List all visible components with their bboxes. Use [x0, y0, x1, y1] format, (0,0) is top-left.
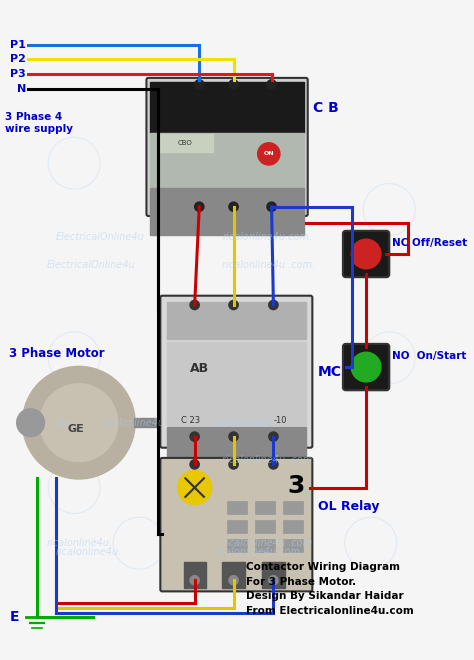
Bar — [227, 520, 247, 533]
Circle shape — [229, 300, 238, 310]
Bar — [157, 133, 213, 152]
Circle shape — [229, 202, 238, 211]
Text: MC: MC — [318, 365, 342, 379]
Text: ricalonline4u.: ricalonline4u. — [102, 418, 168, 428]
Text: ricalonline4u .com.: ricalonline4u .com. — [222, 455, 316, 465]
Circle shape — [258, 143, 280, 165]
Text: CBO: CBO — [178, 140, 193, 146]
Bar — [227, 502, 247, 514]
Circle shape — [229, 460, 238, 469]
Circle shape — [40, 383, 118, 461]
Bar — [262, 562, 284, 587]
Text: ricalonline4u.com.: ricalonline4u.com. — [222, 232, 312, 242]
Circle shape — [229, 576, 238, 585]
Circle shape — [190, 460, 199, 469]
Text: ricalonline4u .com: ricalonline4u .com — [222, 538, 312, 548]
FancyBboxPatch shape — [343, 344, 389, 390]
Bar — [167, 302, 306, 339]
Text: ElectricalOnline4u: ElectricalOnline4u — [55, 232, 145, 242]
Circle shape — [195, 202, 204, 211]
Bar — [150, 133, 304, 188]
Bar — [283, 502, 303, 514]
Text: E: E — [9, 610, 19, 624]
Text: C B: C B — [313, 100, 339, 115]
Bar — [255, 502, 275, 514]
Circle shape — [190, 300, 199, 310]
Text: P2: P2 — [10, 54, 26, 65]
Text: OL Relay: OL Relay — [318, 500, 379, 513]
Text: ricalonline4u .com.: ricalonline4u .com. — [222, 260, 316, 270]
Circle shape — [23, 367, 135, 478]
FancyBboxPatch shape — [146, 78, 308, 216]
Circle shape — [269, 300, 278, 310]
Circle shape — [269, 460, 278, 469]
Circle shape — [267, 80, 276, 89]
FancyBboxPatch shape — [160, 296, 312, 447]
Text: ON: ON — [264, 151, 274, 156]
Bar — [150, 188, 304, 234]
Circle shape — [269, 432, 278, 442]
Circle shape — [267, 202, 276, 211]
Bar — [283, 520, 303, 533]
Bar — [150, 82, 304, 133]
Text: 3 Phase 4
wire supply: 3 Phase 4 wire supply — [5, 112, 73, 134]
Circle shape — [269, 576, 278, 585]
Text: P1: P1 — [10, 40, 26, 50]
Text: -10: -10 — [273, 416, 287, 424]
Text: GE: GE — [68, 424, 84, 434]
Bar — [255, 520, 275, 533]
Text: Ele: Ele — [55, 418, 71, 428]
Circle shape — [17, 409, 45, 436]
Bar — [255, 539, 275, 552]
Bar — [135, 418, 157, 427]
Circle shape — [229, 432, 238, 442]
Circle shape — [195, 80, 204, 89]
Circle shape — [190, 432, 199, 442]
Text: P3: P3 — [10, 69, 26, 79]
Text: Contactor Wiring Diagram
For 3 Phase Motor.
Design By Sikandar Haidar
From Elect: Contactor Wiring Diagram For 3 Phase Mot… — [246, 562, 413, 616]
Circle shape — [178, 471, 211, 504]
Circle shape — [190, 576, 199, 585]
Text: ricalonline4u.: ricalonline4u. — [55, 547, 122, 558]
Bar — [167, 427, 306, 469]
Bar — [222, 562, 245, 587]
Text: ElectricalOnline4u: ElectricalOnline4u — [46, 260, 135, 270]
Bar — [283, 539, 303, 552]
Text: ricalonline4u.com: ricalonline4u.com — [213, 547, 300, 558]
Text: AB: AB — [190, 362, 209, 375]
Text: N: N — [17, 84, 26, 94]
FancyBboxPatch shape — [343, 231, 389, 277]
Text: ricalonline4u.: ricalonline4u. — [46, 538, 112, 548]
Text: NC Off/Reset: NC Off/Reset — [392, 238, 467, 248]
FancyBboxPatch shape — [160, 458, 312, 591]
Text: 3 Phase Motor: 3 Phase Motor — [9, 346, 105, 360]
Text: C 23: C 23 — [181, 416, 200, 424]
Circle shape — [229, 80, 238, 89]
Circle shape — [351, 239, 381, 269]
Text: 3: 3 — [287, 474, 305, 498]
Bar — [227, 539, 247, 552]
Text: ricalonline4u.: ricalonline4u. — [213, 418, 279, 428]
Text: NO  On/Start: NO On/Start — [392, 351, 466, 361]
Bar — [183, 562, 206, 587]
Bar — [167, 342, 306, 426]
Circle shape — [351, 352, 381, 382]
